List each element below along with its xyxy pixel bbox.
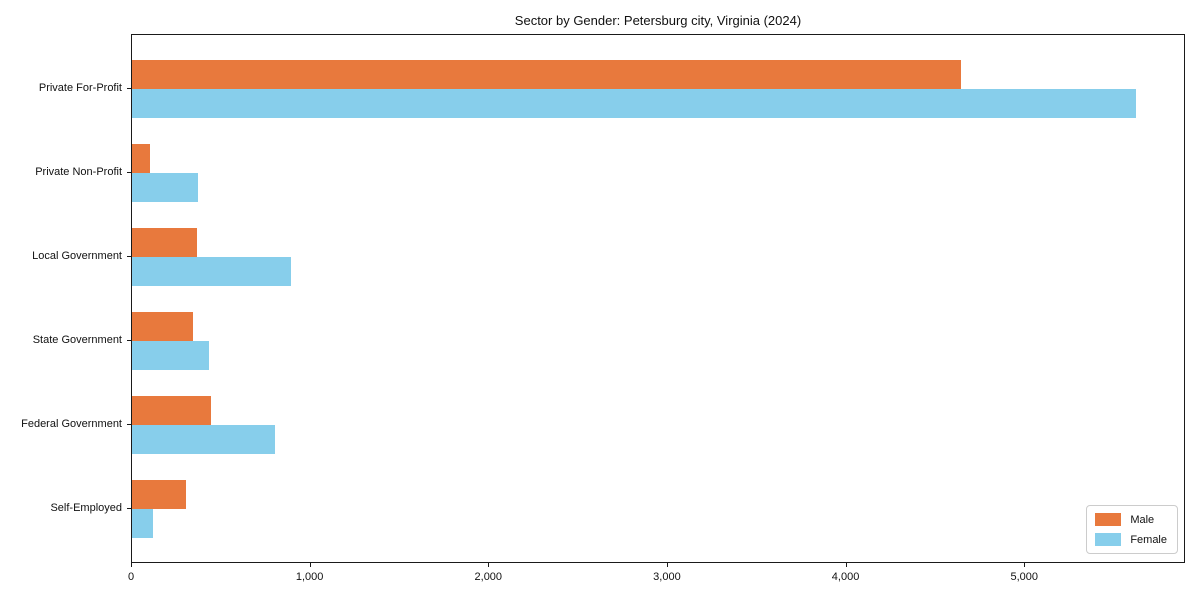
x-tick-mark [488, 563, 490, 567]
male-bar [132, 396, 212, 425]
x-tick-label: 1,000 [295, 571, 324, 583]
male-bar [132, 144, 150, 173]
x-tick-label: 0 [127, 571, 135, 583]
legend-swatch-female [1095, 533, 1122, 546]
female-bar [132, 173, 199, 202]
male-bar [132, 480, 186, 509]
x-tick-label: 5,000 [1010, 571, 1038, 583]
y-tick-mark [127, 88, 131, 89]
x-tick-mark [666, 563, 668, 567]
y-axis-label: Private For-Profit [38, 82, 122, 94]
chart-title: Sector by Gender: Petersburg city, Virgi… [514, 13, 802, 28]
y-axis-label: State Government [32, 334, 122, 346]
legend-swatch-male [1095, 513, 1122, 526]
y-tick-mark [127, 340, 131, 341]
male-bar [132, 228, 198, 257]
legend-label: Female [1130, 533, 1167, 546]
y-tick-mark [127, 424, 131, 425]
x-tick-mark [1024, 563, 1026, 567]
y-tick-mark [127, 508, 131, 509]
x-tick-mark [309, 563, 311, 567]
legend-item-male: Male [1095, 513, 1167, 526]
legend-item-female: Female [1095, 533, 1167, 546]
female-bar [132, 509, 154, 538]
x-tick-mark [131, 563, 132, 567]
y-tick-mark [127, 256, 131, 257]
x-tick-label: 4,000 [831, 571, 860, 583]
female-bar [132, 425, 275, 454]
y-axis-label: Local Government [32, 250, 122, 262]
x-tick-label: 2,000 [474, 571, 503, 583]
x-tick-mark [845, 563, 847, 567]
male-bar [132, 60, 961, 89]
plot-area: Male Female [131, 34, 1185, 563]
y-tick-mark [127, 172, 131, 173]
legend: Male Female [1086, 505, 1178, 554]
female-bar [132, 89, 1136, 118]
y-axis-label: Federal Government [21, 418, 122, 430]
female-bar [132, 257, 291, 286]
y-axis-label: Self-Employed [50, 502, 122, 514]
x-tick-label: 3,000 [653, 571, 681, 583]
female-bar [132, 341, 209, 370]
legend-label: Male [1130, 513, 1155, 526]
y-axis-label: Private Non-Profit [35, 166, 122, 178]
male-bar [132, 312, 193, 341]
